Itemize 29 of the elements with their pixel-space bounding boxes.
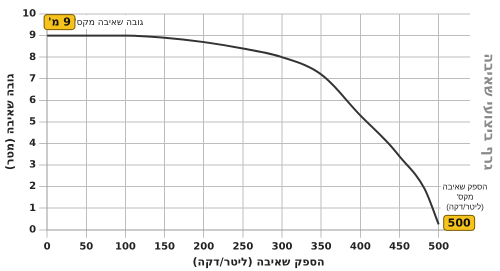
y-axis-title: גובה שאיבה (מטר) (3, 74, 16, 170)
line-series (47, 34, 440, 226)
x-axis-title: הספק שאיבה (ליטר/דקה) (192, 255, 325, 268)
x-tick-label: 250 (232, 241, 254, 252)
x-tick-label: 50 (79, 241, 94, 252)
x-tick-label: 450 (389, 241, 410, 252)
y-tick-label: 6 (29, 94, 36, 106)
y-tick-label: 2 (29, 181, 36, 192)
x-tick-label: 400 (350, 241, 371, 252)
x-tick-label: 150 (154, 241, 176, 252)
y-tick-label: 5 (29, 116, 36, 128)
annotation: 9 מ' (48, 15, 71, 28)
y-tick-label: 0 (29, 224, 36, 236)
y-tick-label: 4 (29, 138, 36, 150)
x-tick-label: 350 (310, 241, 332, 252)
y-tick-label: 3 (29, 160, 36, 171)
x-tick-label: 100 (114, 241, 136, 252)
y-tick-label: 10 (22, 8, 36, 20)
x-tick-label: 300 (272, 241, 293, 252)
y-tick-label: 7 (29, 73, 36, 84)
y-tick-label: 1 (29, 202, 36, 214)
annotation: 500 (448, 216, 471, 230)
y-tick-label: 8 (29, 52, 36, 63)
x-tick-label: 0 (44, 241, 51, 252)
x-tick-label: 500 (428, 241, 450, 252)
annotation: הספק שאיבה מקס' (ליטר/דקה) (442, 182, 488, 212)
text: גרף ביצועי שאיבה (480, 53, 496, 170)
x-tick-label: 200 (193, 241, 214, 252)
y-tick-label: 9 (29, 30, 36, 42)
